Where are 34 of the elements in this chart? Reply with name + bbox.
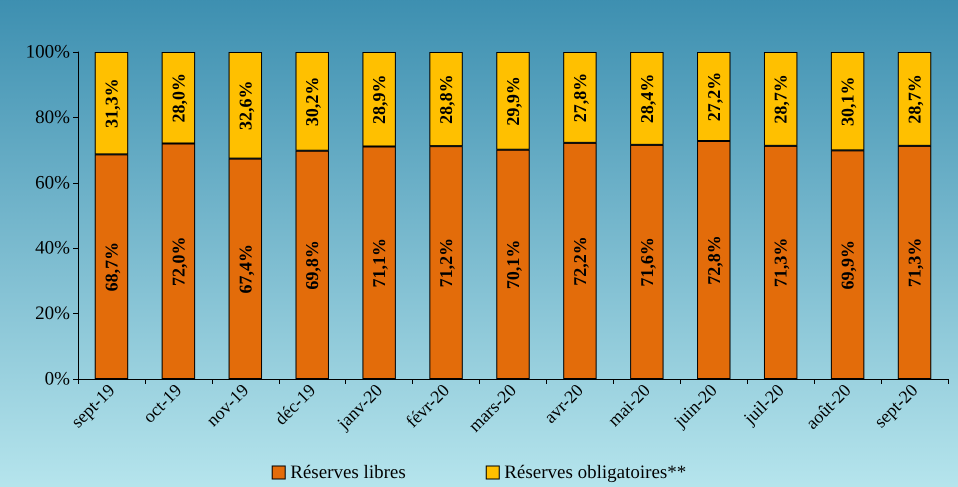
- legend-label: Réserves libres: [290, 462, 406, 483]
- data-label: 28,0%: [168, 73, 188, 123]
- data-label: 69,8%: [302, 240, 322, 290]
- data-label: 72,0%: [168, 236, 188, 286]
- y-tick-label: 0%: [44, 368, 70, 390]
- data-label: 67,4%: [235, 244, 256, 294]
- data-label: 32,6%: [235, 80, 256, 130]
- data-label: 69,9%: [838, 240, 858, 290]
- data-label: 28,8%: [436, 74, 456, 124]
- data-label: 71,3%: [904, 238, 925, 288]
- y-tick-label: 20%: [35, 303, 70, 324]
- data-label: 71,2%: [436, 238, 456, 288]
- data-label: 71,1%: [369, 238, 390, 288]
- data-label: 68,7%: [101, 242, 122, 292]
- data-label: 30,1%: [838, 76, 858, 126]
- data-label: 29,9%: [503, 76, 523, 126]
- y-tick-label: 60%: [35, 172, 70, 194]
- data-label: 71,3%: [770, 238, 791, 288]
- y-tick-label: 40%: [35, 238, 70, 259]
- data-label: 71,6%: [636, 237, 657, 287]
- y-tick-label: 80%: [35, 106, 70, 128]
- data-label: 72,2%: [570, 236, 590, 286]
- data-label: 27,2%: [704, 72, 724, 122]
- data-label: 28,9%: [369, 74, 390, 124]
- data-label: 28,4%: [636, 74, 657, 124]
- y-tick-label: 100%: [26, 42, 70, 62]
- data-label: 70,1%: [503, 240, 523, 290]
- data-label: 28,7%: [904, 74, 925, 124]
- data-label: 30,2%: [302, 76, 322, 126]
- data-label: 28,7%: [770, 74, 791, 124]
- data-label: 27,8%: [570, 72, 590, 122]
- legend-label: Réserves obligatoires**: [504, 462, 686, 483]
- data-label: 31,3%: [101, 78, 122, 128]
- data-label: 72,8%: [704, 235, 724, 285]
